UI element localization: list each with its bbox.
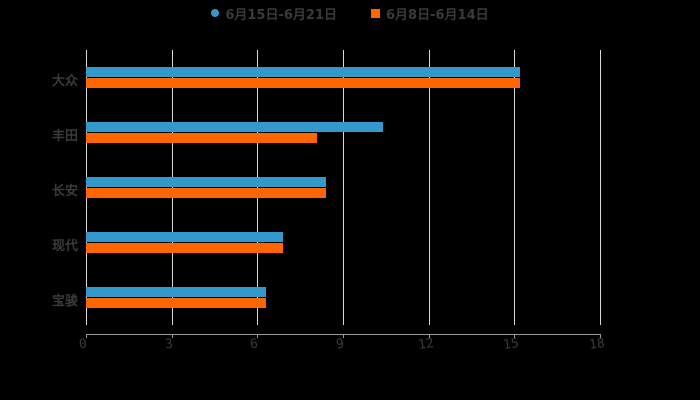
x-axis-tick: [343, 334, 344, 338]
y-axis-category-label: 长安: [51, 184, 78, 199]
x-axis-tick: [86, 334, 87, 338]
bar-current-week[interactable]: [86, 287, 266, 297]
gridline: [86, 50, 87, 325]
bar-current-week[interactable]: [86, 67, 521, 77]
x-axis-tick-label: 6: [249, 336, 260, 353]
x-axis-tick: [514, 334, 516, 338]
gridline: [600, 50, 601, 325]
legend-marker-orange-icon: [371, 8, 381, 18]
gridline: [428, 50, 430, 325]
chart-legend: 6月15日-6月21日 6月8日-6月14日: [0, 4, 700, 23]
x-axis-tick-label: 12: [416, 335, 435, 354]
bar-current-week[interactable]: [86, 232, 284, 242]
legend-label: 6月8日-6月14日: [386, 7, 489, 23]
x-axis-tick-label: 18: [588, 335, 606, 354]
legend-item-series-2[interactable]: 6月8日-6月14日: [371, 4, 489, 23]
y-axis-category-label: 大众: [51, 74, 78, 89]
x-axis-tick: [171, 334, 173, 338]
bar-previous-week[interactable]: [86, 78, 521, 88]
bar-previous-week[interactable]: [86, 188, 326, 198]
gridline: [171, 50, 173, 325]
bar-current-week[interactable]: [86, 122, 383, 132]
bar-previous-week[interactable]: [86, 133, 318, 143]
gridline: [514, 50, 516, 325]
x-axis-tick: [600, 334, 601, 338]
bar-previous-week[interactable]: [86, 243, 284, 253]
legend-marker-blue-icon: [211, 9, 220, 17]
y-axis-category-label: 现代: [51, 239, 78, 254]
x-axis-tick-label: 9: [335, 336, 345, 353]
x-axis-line: [86, 334, 601, 335]
x-axis-tick: [428, 334, 430, 338]
bar-previous-week[interactable]: [86, 298, 266, 308]
bar-current-week[interactable]: [86, 177, 326, 187]
y-axis-category-label: 宝骏: [51, 294, 78, 309]
gridline: [343, 50, 344, 325]
x-axis-tick-label: 15: [502, 335, 521, 354]
x-axis-tick: [257, 334, 259, 338]
y-axis-category-label: 丰田: [51, 129, 78, 144]
x-axis-tick-label: 3: [163, 336, 174, 353]
gridline: [257, 50, 259, 325]
legend-item-series-1[interactable]: 6月15日-6月21日: [211, 4, 338, 23]
x-axis-tick-label: 0: [78, 336, 88, 353]
legend-label: 6月15日-6月21日: [225, 7, 338, 23]
